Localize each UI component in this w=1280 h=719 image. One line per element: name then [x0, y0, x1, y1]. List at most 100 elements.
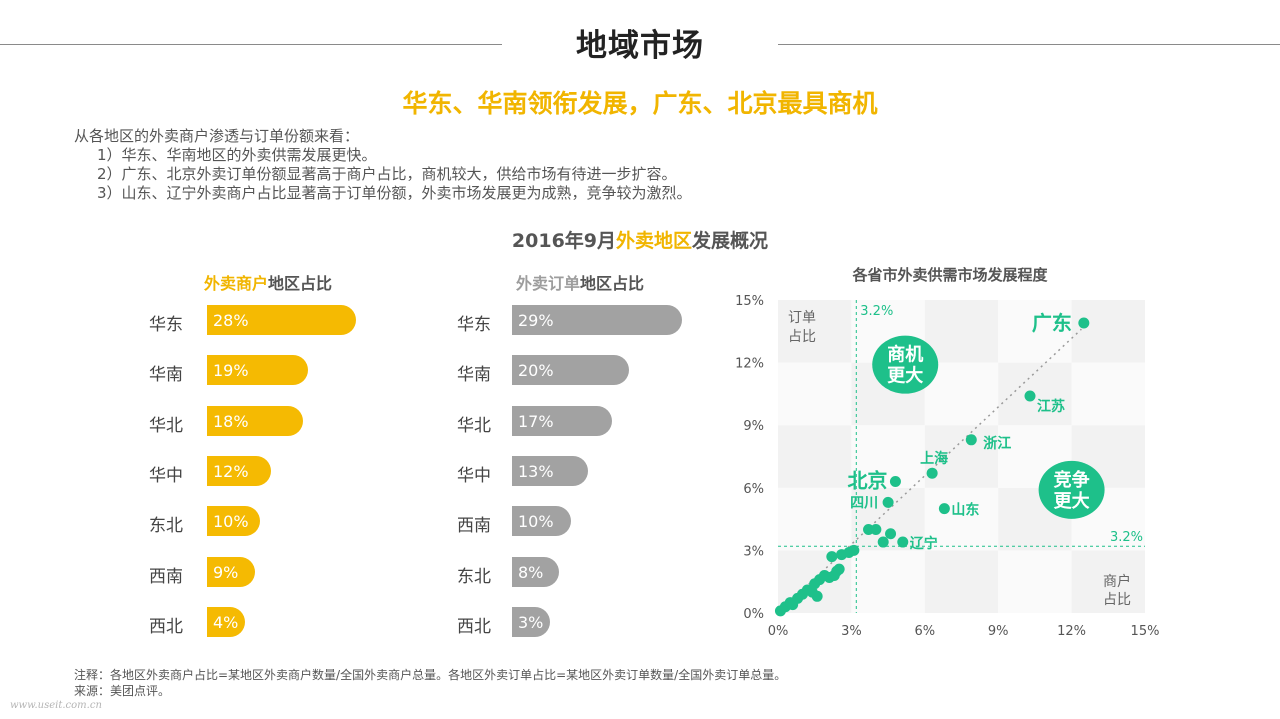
plot-grid-cell	[851, 425, 925, 488]
order-share-title: 外卖订单地区占比	[516, 270, 644, 294]
bar-row: 东北 10%	[149, 506, 649, 537]
bar: 28%	[207, 305, 356, 335]
bar-value-label: 10%	[213, 512, 249, 532]
province-development-scatter: 各省市外卖供需市场发展程度 3.2% 3.2% 0% 3% 6% 9% 12% 15% 0% 3…	[735, 266, 1160, 639]
bar: 13%	[512, 455, 589, 486]
province-point-辽宁	[897, 536, 909, 548]
merchant-title-highlight: 外卖商户	[204, 274, 269, 293]
bar-category-label: 华南	[457, 365, 491, 386]
bar: 4%	[207, 606, 245, 637]
bar-category-label: 西北	[149, 616, 183, 637]
zone-label: 更大	[1054, 490, 1090, 512]
province-label: 江苏	[1037, 398, 1065, 415]
plot-grid-cell	[924, 300, 999, 363]
bar-category-label: 东北	[149, 516, 183, 537]
province-point	[811, 590, 823, 602]
plot-grid-cell	[778, 300, 852, 363]
bar-row: 东北 8%	[457, 556, 957, 587]
source-note: 来源：美团点评。	[74, 684, 171, 698]
bar: 3%	[512, 606, 550, 637]
x-tick-label: 0%	[768, 624, 789, 639]
header-rule-left	[0, 44, 502, 45]
province-label: 四川	[850, 495, 878, 511]
bar-row: 西南 9%	[149, 556, 649, 587]
y-axis-label: 占比	[788, 329, 816, 345]
intro-text: 从各地区的外卖商户渗透与订单份额来看： 1）华东、华南地区的外卖供需发展更快。 …	[74, 127, 692, 203]
province-point	[833, 563, 845, 575]
bar-row: 华南 19%	[149, 355, 649, 386]
watermark-text: www.useit.com.cn	[10, 700, 102, 711]
intro-point: 1）华东、华南地区的外卖供需发展更快。	[97, 146, 377, 164]
x-tick-label: 3%	[841, 624, 862, 639]
plot-grid-cell	[924, 487, 999, 551]
province-label: 北京	[847, 469, 887, 493]
province-point	[826, 551, 838, 563]
province-point	[885, 528, 897, 540]
province-point	[870, 524, 882, 536]
zone-label: 更大	[887, 365, 923, 387]
bar: 19%	[207, 355, 309, 386]
plot-grid-cell	[1071, 550, 1145, 613]
plot-grid-cell	[778, 487, 852, 551]
bar-value-label: 9%	[213, 562, 239, 582]
province-label: 浙江	[983, 435, 1011, 452]
x-tick-label: 9%	[988, 624, 1009, 639]
province-point-四川	[882, 496, 894, 508]
bar: 18%	[207, 405, 303, 436]
bar-value-label: 3%	[518, 612, 544, 632]
y-tick-label: 15%	[735, 294, 764, 309]
bar-row: 华南 20%	[457, 355, 957, 386]
bar-value-label: 4%	[213, 612, 239, 632]
x-reference-label: 3.2%	[860, 304, 893, 319]
y-axis-label: 订单	[788, 310, 816, 326]
bar-row: 西北 3%	[457, 606, 957, 637]
plot-grid-cell	[851, 550, 925, 613]
scatter-title: 各省市外卖供需市场发展程度	[851, 266, 1048, 284]
y-tick-label: 9%	[743, 419, 764, 434]
bar-category-label: 西北	[457, 616, 491, 637]
bar-category-label: 华东	[457, 315, 491, 335]
intro-lead: 从各地区的外卖商户渗透与订单份额来看：	[74, 127, 360, 145]
plot-grid-cell	[1071, 362, 1145, 426]
figure-title-prefix: 2016年9月	[511, 230, 617, 252]
province-point-江苏	[1024, 390, 1036, 402]
province-label: 上海	[920, 450, 948, 467]
bar-value-label: 28%	[213, 311, 249, 330]
bar-category-label: 西南	[457, 516, 491, 537]
bar-value-label: 20%	[518, 361, 554, 381]
plot-grid-cell	[924, 550, 999, 613]
bar: 10%	[207, 506, 261, 537]
plot-grid-cell	[924, 425, 999, 488]
order-title-highlight: 外卖订单	[516, 274, 581, 293]
figure-title-highlight: 外卖地区	[616, 230, 693, 252]
y-tick-label: 3%	[743, 544, 764, 559]
bar-row: 华北 17%	[457, 405, 957, 436]
bar: 8%	[512, 556, 559, 587]
x-tick-label: 6%	[914, 624, 935, 639]
x-axis-label: 商户	[1103, 573, 1131, 590]
merchant-share-title: 外卖商户地区占比	[204, 270, 332, 294]
bar-category-label: 华北	[457, 415, 491, 436]
province-label: 山东	[951, 502, 979, 519]
page-subtitle: 华东、华南领衔发展，广东、北京最具商机	[402, 89, 878, 118]
footer-notes: 注释：各地区外卖商户占比=某地区外卖商户数量/全国外卖商户总量。各地区外卖订单占…	[74, 667, 786, 699]
province-point-山东	[938, 503, 950, 515]
bar-row: 华东 29%	[457, 305, 957, 335]
bar: 20%	[512, 355, 630, 386]
zone-badge	[1038, 460, 1105, 519]
x-tick-label: 12%	[1057, 624, 1086, 639]
plot-grid-cell	[1071, 300, 1145, 363]
footnote: 注释：各地区外卖商户占比=某地区外卖商户数量/全国外卖商户总量。各地区外卖订单占…	[74, 668, 787, 682]
figure-title: 2016年9月外卖地区发展概况	[0, 226, 1280, 253]
bar-category-label: 华中	[457, 465, 491, 486]
bar-value-label: 8%	[518, 562, 544, 582]
x-tick-label: 15%	[1131, 624, 1160, 639]
bar-category-label: 华东	[149, 315, 183, 335]
intro-point: 2）广东、北京外卖订单份额显著高于商户占比，商机较大，供给市场有待进一步扩容。	[97, 165, 677, 183]
province-point-上海	[926, 467, 938, 479]
zone-badge	[872, 335, 939, 394]
bar-value-label: 10%	[518, 512, 554, 532]
bar-value-label: 12%	[213, 461, 249, 481]
province-point-广东	[1078, 317, 1090, 329]
plot-grid-cell	[998, 300, 1072, 363]
